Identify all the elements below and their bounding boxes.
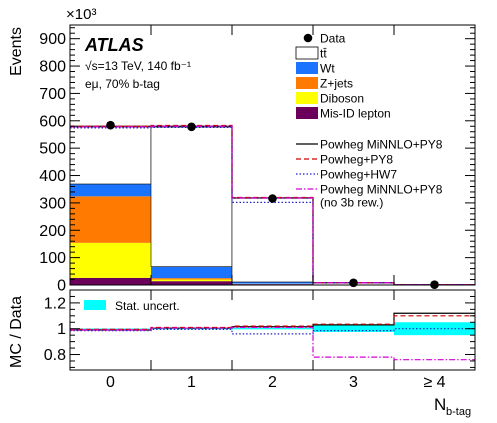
stack-bar-diboson — [151, 279, 232, 282]
xtick-label: 2 — [268, 374, 277, 391]
xtick-label: ≥ 4 — [423, 374, 445, 391]
legend-marker-data — [303, 33, 313, 43]
legend-label: Powheg+PY8 — [320, 153, 393, 167]
legend-label: tt̄ — [320, 47, 327, 61]
main-ytick-label: 500 — [39, 141, 66, 158]
legend-label: Powheg MiNNLO+PY8 — [320, 183, 443, 197]
x-axis-title: N b-tag — [434, 395, 471, 418]
legend-swatch — [296, 77, 318, 89]
xtick-label: 3 — [349, 374, 358, 391]
legend-label: Mis-ID lepton — [320, 107, 391, 121]
stack-bar-mis-id-lepton — [70, 277, 151, 285]
stack-bar-wt — [232, 281, 313, 284]
stat-uncert-band — [232, 328, 313, 330]
y-exponent-label: ×10³ — [66, 6, 96, 23]
ratio-line-powheg-minnlo-py8-no-3b-rew- — [70, 326, 475, 361]
x-axis-title-main: N — [434, 395, 446, 414]
xtick-label: 1 — [187, 374, 196, 391]
legend-swatch — [296, 62, 318, 74]
stack-bar-mis-id-lepton — [151, 281, 232, 285]
ratio-ytick-label: 1 — [57, 321, 66, 338]
legend-swatch — [295, 46, 319, 60]
stack-bar-diboson — [70, 242, 151, 278]
ratio-panel — [70, 312, 475, 361]
stack-bar-tt- — [69, 125, 152, 185]
stack-bar-wt — [70, 184, 151, 197]
legend-label: Wt — [320, 62, 335, 76]
legend-label: (no 3b rew.) — [320, 196, 383, 210]
main-ytick-label: 100 — [39, 250, 66, 267]
main-ytick-label: 200 — [39, 223, 66, 240]
data-point — [349, 278, 358, 288]
ratio-legend: Stat. uncert. — [84, 299, 180, 313]
channel-label: eμ, 70% b-tag — [85, 77, 160, 91]
ratio-ylabel: MC / Data — [8, 296, 25, 368]
ratio-ytick-label: 0.8 — [44, 347, 66, 364]
xtick-label: 0 — [106, 374, 115, 391]
x-axis-title-sub: b-tag — [446, 406, 471, 418]
stack-bar-tt- — [231, 197, 314, 283]
main-ytick-label: 800 — [39, 59, 66, 76]
stack-bar-z-jets — [151, 278, 232, 280]
main-ytick-label: 700 — [39, 86, 66, 103]
stack-bar-z-jets — [70, 196, 151, 243]
legend-swatch — [296, 92, 318, 104]
stat-uncert-band — [313, 325, 394, 332]
energy-lumi-label: √s=13 TeV, 140 fb⁻¹ — [85, 59, 191, 73]
ratio-ytick-label: 1.2 — [44, 295, 66, 312]
legend-label: Powheg MiNNLO+PY8 — [320, 138, 443, 152]
data-point — [268, 194, 277, 203]
stack-bar-wt — [151, 266, 232, 279]
legend-label: Z+jets — [320, 77, 353, 91]
atlas-label: ATLAS — [84, 35, 144, 55]
main-ytick-label: 900 — [39, 31, 66, 48]
main-frame — [69, 24, 476, 286]
main-ytick-label: 400 — [39, 168, 66, 185]
data-point — [106, 120, 115, 130]
data-point — [187, 122, 196, 132]
main-ylabel: Events — [8, 27, 25, 76]
legend-swatch — [296, 107, 318, 119]
main-ytick-label: 300 — [39, 195, 66, 212]
prediction-line-powheg-minnlo-py8-no-3b-rew- — [70, 125, 475, 286]
ratio-frame — [69, 289, 476, 371]
main-ytick-label: 600 — [39, 113, 66, 130]
main-ytick-label: 0 — [57, 278, 66, 295]
legend-swatch-stat-uncert — [84, 300, 106, 310]
legend-label-stat-uncert: Stat. uncert. — [115, 299, 180, 313]
legend-label: Powheg+HW7 — [320, 168, 397, 182]
legend-label: Diboson — [320, 92, 364, 106]
legend-label: Data — [320, 32, 346, 46]
stack-bar-tt- — [150, 126, 233, 267]
main-panel — [69, 120, 475, 290]
